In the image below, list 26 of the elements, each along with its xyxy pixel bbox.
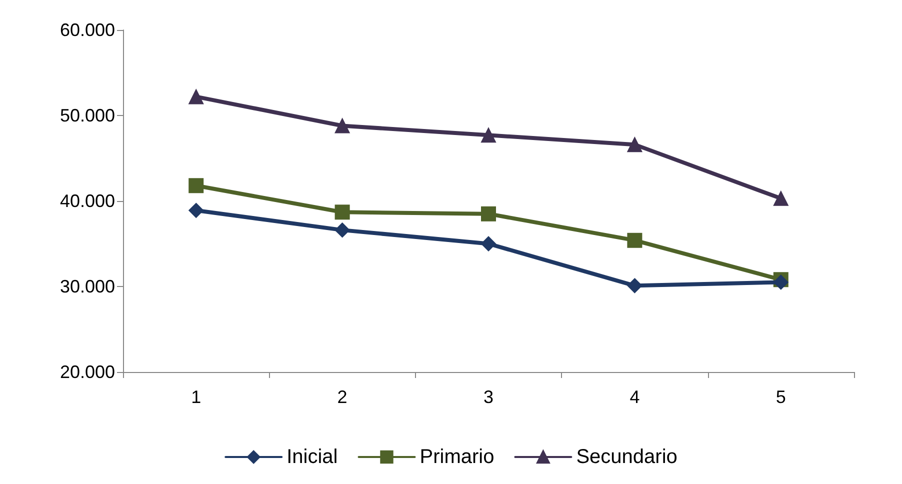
y-tick-label: 50.000: [60, 106, 115, 126]
x-tick-label: 4: [630, 387, 640, 407]
point: [481, 128, 496, 143]
x-tick-label: 2: [337, 387, 348, 407]
legend-label: Secundario: [576, 446, 678, 468]
point: [334, 222, 350, 238]
point: [188, 202, 204, 218]
point: [481, 206, 496, 222]
x-tick-label: 5: [776, 387, 786, 407]
x-tick-label: 1: [191, 387, 202, 407]
point: [627, 278, 642, 294]
legend-label: Primario: [420, 446, 494, 468]
point: [627, 137, 642, 152]
point: [481, 236, 496, 252]
y-tick-label: 30.000: [60, 276, 115, 296]
y-tick-label: 60.000: [60, 20, 115, 40]
x-tick-label: 3: [483, 387, 494, 407]
point: [773, 190, 788, 206]
legend-label: Inicial: [286, 446, 338, 468]
point: [334, 204, 350, 220]
point: [188, 89, 204, 104]
point: [334, 118, 350, 134]
point: [188, 178, 204, 194]
y-tick-label: 20.000: [60, 362, 115, 382]
point: [627, 232, 642, 248]
y-tick-label: 40.000: [60, 191, 115, 211]
